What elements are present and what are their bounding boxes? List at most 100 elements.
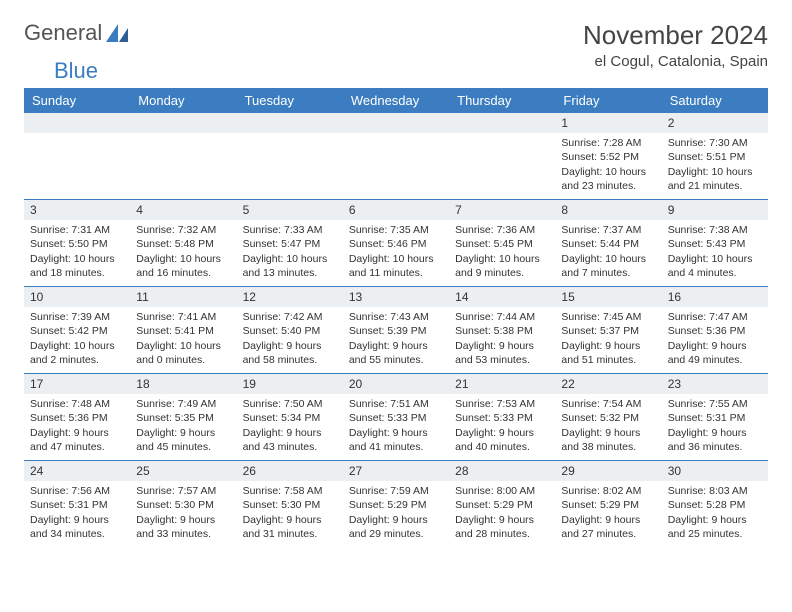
month-title: November 2024 <box>583 20 768 51</box>
dow-cell: Sunday <box>24 88 130 113</box>
day1-text: Daylight: 10 hours <box>668 165 762 179</box>
week-row: 10Sunrise: 7:39 AMSunset: 5:42 PMDayligh… <box>24 286 768 373</box>
day1-text: Daylight: 9 hours <box>136 513 230 527</box>
day-number: 11 <box>130 287 236 307</box>
day-cell: 9Sunrise: 7:38 AMSunset: 5:43 PMDaylight… <box>662 200 768 286</box>
sunset-text: Sunset: 5:38 PM <box>455 324 549 338</box>
brand-part2: Blue <box>54 58 98 83</box>
week-row: 24Sunrise: 7:56 AMSunset: 5:31 PMDayligh… <box>24 460 768 547</box>
day-cell: 26 Sunrise: 7:58 AMSunset: 5:30 PMDayligh… <box>237 461 343 547</box>
sunset-text: Sunset: 5:36 PM <box>30 411 124 425</box>
day2-text: and 43 minutes. <box>243 440 337 454</box>
sunset-text: Sunset: 5:51 PM <box>668 150 762 164</box>
day1-text: Daylight: 9 hours <box>561 513 655 527</box>
sunset-text: Sunset: 5:37 PM <box>561 324 655 338</box>
day2-text: and 13 minutes. <box>243 266 337 280</box>
brand-logo: General <box>24 20 130 46</box>
sunrise-text: Sunrise: 7:37 AM <box>561 223 655 237</box>
day-cell: 8 Sunrise: 7:37 AMSunset: 5:44 PMDaylight… <box>555 200 661 286</box>
day-number: 23 <box>662 374 768 394</box>
sunset-text: Sunset: 5:40 PM <box>243 324 337 338</box>
day2-text: and 51 minutes. <box>561 353 655 367</box>
sunset-text: Sunset: 5:29 PM <box>349 498 443 512</box>
dow-cell: Friday <box>555 88 661 113</box>
day-number: 26 <box>237 461 343 481</box>
sunset-text: Sunset: 5:50 PM <box>30 237 124 251</box>
day-cell: 7Sunrise: 7:36 AMSunset: 5:45 PMDaylight… <box>449 200 555 286</box>
dow-cell: Tuesday <box>237 88 343 113</box>
sunset-text: Sunset: 5:45 PM <box>455 237 549 251</box>
day1-text: Daylight: 9 hours <box>455 339 549 353</box>
day2-text: and 23 minutes. <box>561 179 655 193</box>
day-number: 8 <box>555 200 661 220</box>
day1-text: Daylight: 10 hours <box>30 252 124 266</box>
day1-text: Daylight: 9 hours <box>30 513 124 527</box>
day-cell-empty <box>24 113 130 199</box>
sunset-text: Sunset: 5:35 PM <box>136 411 230 425</box>
sunrise-text: Sunrise: 7:58 AM <box>243 484 337 498</box>
sunset-text: Sunset: 5:47 PM <box>243 237 337 251</box>
day2-text: and 36 minutes. <box>668 440 762 454</box>
day1-text: Daylight: 10 hours <box>561 252 655 266</box>
day-cell: 28Sunrise: 8:00 AMSunset: 5:29 PMDayligh… <box>449 461 555 547</box>
day-number: 21 <box>449 374 555 394</box>
day-cell: 17Sunrise: 7:48 AMSunset: 5:36 PMDayligh… <box>24 374 130 460</box>
sunrise-text: Sunrise: 7:28 AM <box>561 136 655 150</box>
sunset-text: Sunset: 5:52 PM <box>561 150 655 164</box>
sunrise-text: Sunrise: 7:50 AM <box>243 397 337 411</box>
sunset-text: Sunset: 5:48 PM <box>136 237 230 251</box>
week-row: 17Sunrise: 7:48 AMSunset: 5:36 PMDayligh… <box>24 373 768 460</box>
sunset-text: Sunset: 5:32 PM <box>561 411 655 425</box>
sunset-text: Sunset: 5:44 PM <box>561 237 655 251</box>
day-number: 12 <box>237 287 343 307</box>
sunrise-text: Sunrise: 7:38 AM <box>668 223 762 237</box>
day1-text: Daylight: 10 hours <box>668 252 762 266</box>
sunrise-text: Sunrise: 7:49 AM <box>136 397 230 411</box>
day-cell: 21Sunrise: 7:53 AMSunset: 5:33 PMDayligh… <box>449 374 555 460</box>
day-cell: 15Sunrise: 7:45 AMSunset: 5:37 PMDayligh… <box>555 287 661 373</box>
sunset-text: Sunset: 5:34 PM <box>243 411 337 425</box>
day-cell: 10Sunrise: 7:39 AMSunset: 5:42 PMDayligh… <box>24 287 130 373</box>
day-number: 13 <box>343 287 449 307</box>
day2-text: and 25 minutes. <box>668 527 762 541</box>
day2-text: and 34 minutes. <box>30 527 124 541</box>
day1-text: Daylight: 9 hours <box>455 513 549 527</box>
weeks-container: 1Sunrise: 7:28 AMSunset: 5:52 PMDaylight… <box>24 113 768 547</box>
day2-text: and 40 minutes. <box>455 440 549 454</box>
day-cell: 20Sunrise: 7:51 AMSunset: 5:33 PMDayligh… <box>343 374 449 460</box>
day-cell: 24Sunrise: 7:56 AMSunset: 5:31 PMDayligh… <box>24 461 130 547</box>
sunset-text: Sunset: 5:30 PM <box>243 498 337 512</box>
day1-text: Daylight: 10 hours <box>136 252 230 266</box>
sunrise-text: Sunrise: 7:51 AM <box>349 397 443 411</box>
sunrise-text: Sunrise: 7:45 AM <box>561 310 655 324</box>
day1-text: Daylight: 9 hours <box>243 426 337 440</box>
day1-text: Daylight: 9 hours <box>668 513 762 527</box>
day-number: 27 <box>343 461 449 481</box>
day-number: 25 <box>130 461 236 481</box>
day-number: 3 <box>24 200 130 220</box>
day2-text: and 9 minutes. <box>455 266 549 280</box>
sunset-text: Sunset: 5:42 PM <box>30 324 124 338</box>
day1-text: Daylight: 10 hours <box>561 165 655 179</box>
day2-text: and 31 minutes. <box>243 527 337 541</box>
day1-text: Daylight: 10 hours <box>136 339 230 353</box>
sunset-text: Sunset: 5:31 PM <box>30 498 124 512</box>
sunrise-text: Sunrise: 7:36 AM <box>455 223 549 237</box>
sunrise-text: Sunrise: 7:31 AM <box>30 223 124 237</box>
calendar: SundayMondayTuesdayWednesdayThursdayFrid… <box>24 88 768 547</box>
day1-text: Daylight: 9 hours <box>243 513 337 527</box>
sunrise-text: Sunrise: 7:56 AM <box>30 484 124 498</box>
day-number: 22 <box>555 374 661 394</box>
sunrise-text: Sunrise: 7:41 AM <box>136 310 230 324</box>
day1-text: Daylight: 9 hours <box>349 513 443 527</box>
day1-text: Daylight: 10 hours <box>30 339 124 353</box>
day1-text: Daylight: 9 hours <box>668 339 762 353</box>
day-cell: 22Sunrise: 7:54 AMSunset: 5:32 PMDayligh… <box>555 374 661 460</box>
sunrise-text: Sunrise: 7:59 AM <box>349 484 443 498</box>
week-row: 1Sunrise: 7:28 AMSunset: 5:52 PMDaylight… <box>24 113 768 199</box>
day-number <box>449 113 555 133</box>
day2-text: and 55 minutes. <box>349 353 443 367</box>
sunrise-text: Sunrise: 7:55 AM <box>668 397 762 411</box>
sunrise-text: Sunrise: 8:00 AM <box>455 484 549 498</box>
day-cell: 2Sunrise: 7:30 AMSunset: 5:51 PMDaylight… <box>662 113 768 199</box>
